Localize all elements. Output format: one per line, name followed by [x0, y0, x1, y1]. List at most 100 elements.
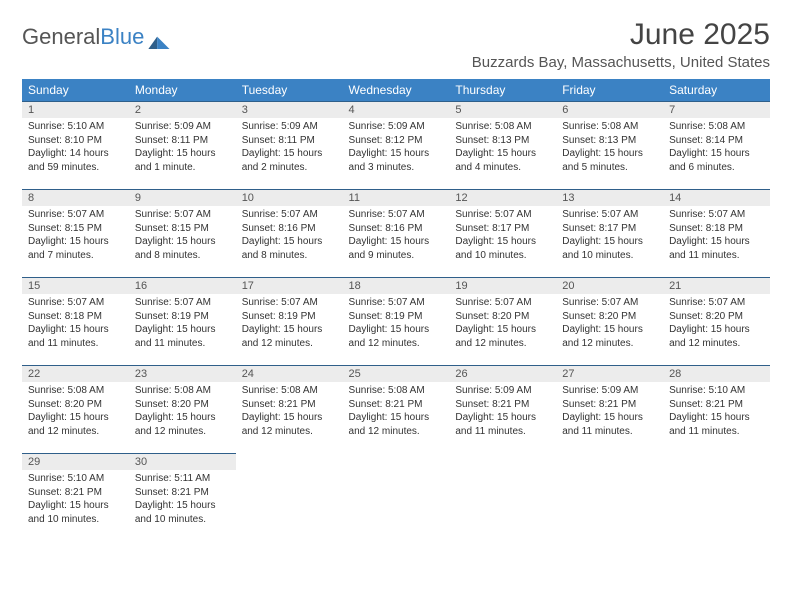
- calendar-day-cell: 15Sunrise: 5:07 AMSunset: 8:18 PMDayligh…: [22, 277, 129, 365]
- weekday-header: Friday: [556, 79, 663, 101]
- day-number: 20: [556, 277, 663, 294]
- day-body: Sunrise: 5:07 AMSunset: 8:15 PMDaylight:…: [22, 206, 129, 266]
- weekday-header: Saturday: [663, 79, 770, 101]
- calendar-day-cell: 2Sunrise: 5:09 AMSunset: 8:11 PMDaylight…: [129, 101, 236, 189]
- day-number: 23: [129, 365, 236, 382]
- calendar-day-cell: 6Sunrise: 5:08 AMSunset: 8:13 PMDaylight…: [556, 101, 663, 189]
- location: Buzzards Bay, Massachusetts, United Stat…: [472, 54, 770, 71]
- sunrise-text: Sunrise: 5:07 AM: [562, 208, 657, 222]
- sunrise-text: Sunrise: 5:07 AM: [455, 296, 550, 310]
- sunrise-text: Sunrise: 5:07 AM: [242, 208, 337, 222]
- sunset-text: Sunset: 8:16 PM: [349, 222, 444, 236]
- daylight-text: Daylight: 15 hours and 12 minutes.: [242, 323, 337, 350]
- daylight-text: Daylight: 15 hours and 4 minutes.: [455, 147, 550, 174]
- daylight-text: Daylight: 15 hours and 3 minutes.: [349, 147, 444, 174]
- sunset-text: Sunset: 8:18 PM: [28, 310, 123, 324]
- sunrise-text: Sunrise: 5:09 AM: [349, 120, 444, 134]
- calendar-day-cell: 18Sunrise: 5:07 AMSunset: 8:19 PMDayligh…: [343, 277, 450, 365]
- day-number: 1: [22, 101, 129, 118]
- calendar-week-row: 29Sunrise: 5:10 AMSunset: 8:21 PMDayligh…: [22, 453, 770, 541]
- sunset-text: Sunset: 8:20 PM: [455, 310, 550, 324]
- weekday-header-row: Sunday Monday Tuesday Wednesday Thursday…: [22, 79, 770, 101]
- daylight-text: Daylight: 15 hours and 11 minutes.: [455, 411, 550, 438]
- daylight-text: Daylight: 15 hours and 10 minutes.: [135, 499, 230, 526]
- day-body: Sunrise: 5:08 AMSunset: 8:21 PMDaylight:…: [236, 382, 343, 442]
- day-number: 2: [129, 101, 236, 118]
- weekday-header: Tuesday: [236, 79, 343, 101]
- sunset-text: Sunset: 8:12 PM: [349, 134, 444, 148]
- daylight-text: Daylight: 15 hours and 11 minutes.: [669, 235, 764, 262]
- day-number: 8: [22, 189, 129, 206]
- daylight-text: Daylight: 15 hours and 6 minutes.: [669, 147, 764, 174]
- daylight-text: Daylight: 15 hours and 11 minutes.: [135, 323, 230, 350]
- day-body: Sunrise: 5:10 AMSunset: 8:21 PMDaylight:…: [663, 382, 770, 442]
- logo-text-2: Blue: [100, 24, 144, 50]
- sunset-text: Sunset: 8:18 PM: [669, 222, 764, 236]
- sunrise-text: Sunrise: 5:07 AM: [349, 208, 444, 222]
- day-body: Sunrise: 5:07 AMSunset: 8:17 PMDaylight:…: [556, 206, 663, 266]
- daylight-text: Daylight: 15 hours and 12 minutes.: [562, 323, 657, 350]
- sunset-text: Sunset: 8:21 PM: [562, 398, 657, 412]
- day-number: 21: [663, 277, 770, 294]
- day-number: 5: [449, 101, 556, 118]
- sunrise-text: Sunrise: 5:10 AM: [669, 384, 764, 398]
- calendar-day-cell: 24Sunrise: 5:08 AMSunset: 8:21 PMDayligh…: [236, 365, 343, 453]
- daylight-text: Daylight: 15 hours and 12 minutes.: [135, 411, 230, 438]
- calendar-week-row: 22Sunrise: 5:08 AMSunset: 8:20 PMDayligh…: [22, 365, 770, 453]
- day-body: Sunrise: 5:07 AMSunset: 8:17 PMDaylight:…: [449, 206, 556, 266]
- day-number: 27: [556, 365, 663, 382]
- day-body: Sunrise: 5:11 AMSunset: 8:21 PMDaylight:…: [129, 470, 236, 530]
- calendar-day-cell: 7Sunrise: 5:08 AMSunset: 8:14 PMDaylight…: [663, 101, 770, 189]
- day-number: 14: [663, 189, 770, 206]
- day-body: Sunrise: 5:07 AMSunset: 8:16 PMDaylight:…: [343, 206, 450, 266]
- calendar-day-cell: .: [556, 453, 663, 541]
- calendar-week-row: 15Sunrise: 5:07 AMSunset: 8:18 PMDayligh…: [22, 277, 770, 365]
- sunset-text: Sunset: 8:15 PM: [135, 222, 230, 236]
- daylight-text: Daylight: 15 hours and 10 minutes.: [28, 499, 123, 526]
- calendar-day-cell: 28Sunrise: 5:10 AMSunset: 8:21 PMDayligh…: [663, 365, 770, 453]
- logo-mark-icon: [148, 29, 170, 45]
- sunrise-text: Sunrise: 5:09 AM: [135, 120, 230, 134]
- sunrise-text: Sunrise: 5:07 AM: [242, 296, 337, 310]
- calendar-day-cell: 1Sunrise: 5:10 AMSunset: 8:10 PMDaylight…: [22, 101, 129, 189]
- calendar-day-cell: 20Sunrise: 5:07 AMSunset: 8:20 PMDayligh…: [556, 277, 663, 365]
- daylight-text: Daylight: 15 hours and 12 minutes.: [28, 411, 123, 438]
- calendar-day-cell: .: [236, 453, 343, 541]
- calendar-day-cell: .: [663, 453, 770, 541]
- day-body: Sunrise: 5:08 AMSunset: 8:14 PMDaylight:…: [663, 118, 770, 178]
- day-body: Sunrise: 5:07 AMSunset: 8:19 PMDaylight:…: [343, 294, 450, 354]
- calendar-day-cell: 30Sunrise: 5:11 AMSunset: 8:21 PMDayligh…: [129, 453, 236, 541]
- day-body: Sunrise: 5:07 AMSunset: 8:18 PMDaylight:…: [663, 206, 770, 266]
- day-body: Sunrise: 5:08 AMSunset: 8:13 PMDaylight:…: [449, 118, 556, 178]
- sunrise-text: Sunrise: 5:07 AM: [28, 296, 123, 310]
- daylight-text: Daylight: 15 hours and 12 minutes.: [242, 411, 337, 438]
- day-number: 3: [236, 101, 343, 118]
- calendar-day-cell: 3Sunrise: 5:09 AMSunset: 8:11 PMDaylight…: [236, 101, 343, 189]
- sunset-text: Sunset: 8:20 PM: [28, 398, 123, 412]
- sunset-text: Sunset: 8:21 PM: [28, 486, 123, 500]
- sunset-text: Sunset: 8:16 PM: [242, 222, 337, 236]
- sunset-text: Sunset: 8:11 PM: [135, 134, 230, 148]
- daylight-text: Daylight: 15 hours and 5 minutes.: [562, 147, 657, 174]
- day-body: Sunrise: 5:08 AMSunset: 8:21 PMDaylight:…: [343, 382, 450, 442]
- sunset-text: Sunset: 8:17 PM: [562, 222, 657, 236]
- daylight-text: Daylight: 15 hours and 8 minutes.: [135, 235, 230, 262]
- sunset-text: Sunset: 8:19 PM: [135, 310, 230, 324]
- daylight-text: Daylight: 15 hours and 11 minutes.: [562, 411, 657, 438]
- sunset-text: Sunset: 8:21 PM: [669, 398, 764, 412]
- calendar-day-cell: 13Sunrise: 5:07 AMSunset: 8:17 PMDayligh…: [556, 189, 663, 277]
- sunrise-text: Sunrise: 5:08 AM: [455, 120, 550, 134]
- sunset-text: Sunset: 8:19 PM: [349, 310, 444, 324]
- daylight-text: Daylight: 15 hours and 10 minutes.: [455, 235, 550, 262]
- calendar-day-cell: 4Sunrise: 5:09 AMSunset: 8:12 PMDaylight…: [343, 101, 450, 189]
- weekday-header: Wednesday: [343, 79, 450, 101]
- day-body: Sunrise: 5:08 AMSunset: 8:20 PMDaylight:…: [129, 382, 236, 442]
- sunrise-text: Sunrise: 5:07 AM: [669, 208, 764, 222]
- day-body: Sunrise: 5:07 AMSunset: 8:19 PMDaylight:…: [236, 294, 343, 354]
- sunrise-text: Sunrise: 5:08 AM: [135, 384, 230, 398]
- day-body: Sunrise: 5:08 AMSunset: 8:13 PMDaylight:…: [556, 118, 663, 178]
- sunrise-text: Sunrise: 5:08 AM: [562, 120, 657, 134]
- sunset-text: Sunset: 8:14 PM: [669, 134, 764, 148]
- day-number: 16: [129, 277, 236, 294]
- sunset-text: Sunset: 8:13 PM: [562, 134, 657, 148]
